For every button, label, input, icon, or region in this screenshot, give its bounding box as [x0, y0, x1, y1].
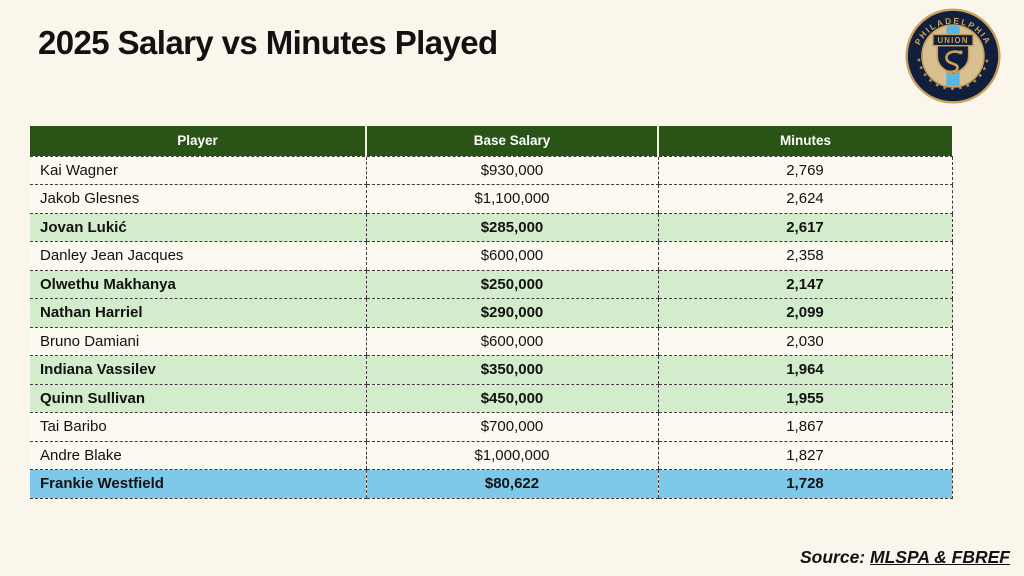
table-row: Indiana Vassilev $350,000 1,964: [30, 355, 953, 385]
player-name-cell: Frankie Westfield: [30, 469, 366, 499]
base-salary-cell: $930,000: [365, 156, 658, 185]
table-body: Kai Wagner $930,000 2,769 Jakob Glesnes …: [30, 156, 953, 499]
svg-text:UNION: UNION: [937, 36, 968, 45]
base-salary-cell: $1,100,000: [365, 184, 658, 214]
table-row: Kai Wagner $930,000 2,769: [30, 156, 953, 185]
minutes-cell: 2,617: [657, 213, 953, 242]
column-header-salary: Base Salary: [365, 126, 658, 157]
base-salary-cell: $80,622: [365, 469, 658, 499]
source-label: Source:: [799, 547, 870, 567]
player-name-cell: Bruno Damiani: [30, 327, 366, 356]
table-header-row: Player Base Salary Minutes: [30, 126, 952, 157]
minutes-cell: 1,827: [657, 441, 953, 470]
page-title: 2025 Salary vs Minutes Played: [38, 24, 498, 61]
minutes-cell: 2,030: [657, 327, 953, 356]
player-name-cell: Quinn Sullivan: [30, 384, 366, 413]
player-name-cell: Tai Baribo: [30, 412, 366, 442]
column-header-player: Player: [30, 126, 366, 157]
minutes-cell: 1,867: [657, 412, 953, 442]
minutes-cell: 2,769: [657, 156, 953, 185]
source-link[interactable]: MLSPA & FBREF: [870, 547, 1010, 567]
player-name-cell: Danley Jean Jacques: [30, 241, 366, 271]
table-row: Nathan Harriel $290,000 2,099: [30, 298, 953, 328]
player-name-cell: Indiana Vassilev: [30, 355, 366, 385]
base-salary-cell: $600,000: [365, 327, 658, 356]
minutes-cell: 2,358: [657, 241, 953, 271]
table-row: Bruno Damiani $600,000 2,030: [30, 327, 953, 356]
table-row: Frankie Westfield $80,622 1,728: [30, 469, 953, 499]
base-salary-cell: $250,000: [365, 270, 658, 299]
player-name-cell: Olwethu Makhanya: [30, 270, 366, 299]
player-name-cell: Jakob Glesnes: [30, 184, 366, 214]
player-name-cell: Jovan Lukić: [30, 213, 366, 242]
player-name-cell: Nathan Harriel: [30, 298, 366, 328]
minutes-cell: 1,964: [657, 355, 953, 385]
table-row: Danley Jean Jacques $600,000 2,358: [30, 241, 953, 271]
column-header-minutes: Minutes: [657, 126, 952, 157]
table-row: Tai Baribo $700,000 1,867: [30, 412, 953, 442]
table-row: Jovan Lukić $285,000 2,617: [30, 213, 953, 242]
base-salary-cell: $700,000: [365, 412, 658, 442]
player-name-cell: Andre Blake: [30, 441, 366, 470]
table-row: Andre Blake $1,000,000 1,827: [30, 441, 953, 470]
base-salary-cell: $290,000: [365, 298, 658, 328]
table-row: Quinn Sullivan $450,000 1,955: [30, 384, 953, 413]
table-row: Jakob Glesnes $1,100,000 2,624: [30, 184, 953, 214]
minutes-cell: 2,624: [657, 184, 953, 214]
minutes-cell: 2,147: [657, 270, 953, 299]
minutes-cell: 1,955: [657, 384, 953, 413]
base-salary-cell: $450,000: [365, 384, 658, 413]
table-row: Olwethu Makhanya $250,000 2,147: [30, 270, 953, 299]
base-salary-cell: $350,000: [365, 355, 658, 385]
source-note: Source: MLSPA & FBREF: [800, 547, 1010, 568]
salary-minutes-table: Player Base Salary Minutes Kai Wagner $9…: [30, 126, 953, 499]
player-name-cell: Kai Wagner: [30, 156, 366, 185]
philadelphia-union-logo: UNION PHILADELPHIA ★ ★ ★ ★ ★ ★ ★ ★ ★ ★ ★…: [904, 7, 1002, 105]
minutes-cell: 1,728: [657, 469, 953, 499]
base-salary-cell: $285,000: [365, 213, 658, 242]
base-salary-cell: $1,000,000: [365, 441, 658, 470]
minutes-cell: 2,099: [657, 298, 953, 328]
base-salary-cell: $600,000: [365, 241, 658, 271]
union-crest-icon: UNION PHILADELPHIA ★ ★ ★ ★ ★ ★ ★ ★ ★ ★ ★…: [905, 8, 1001, 104]
